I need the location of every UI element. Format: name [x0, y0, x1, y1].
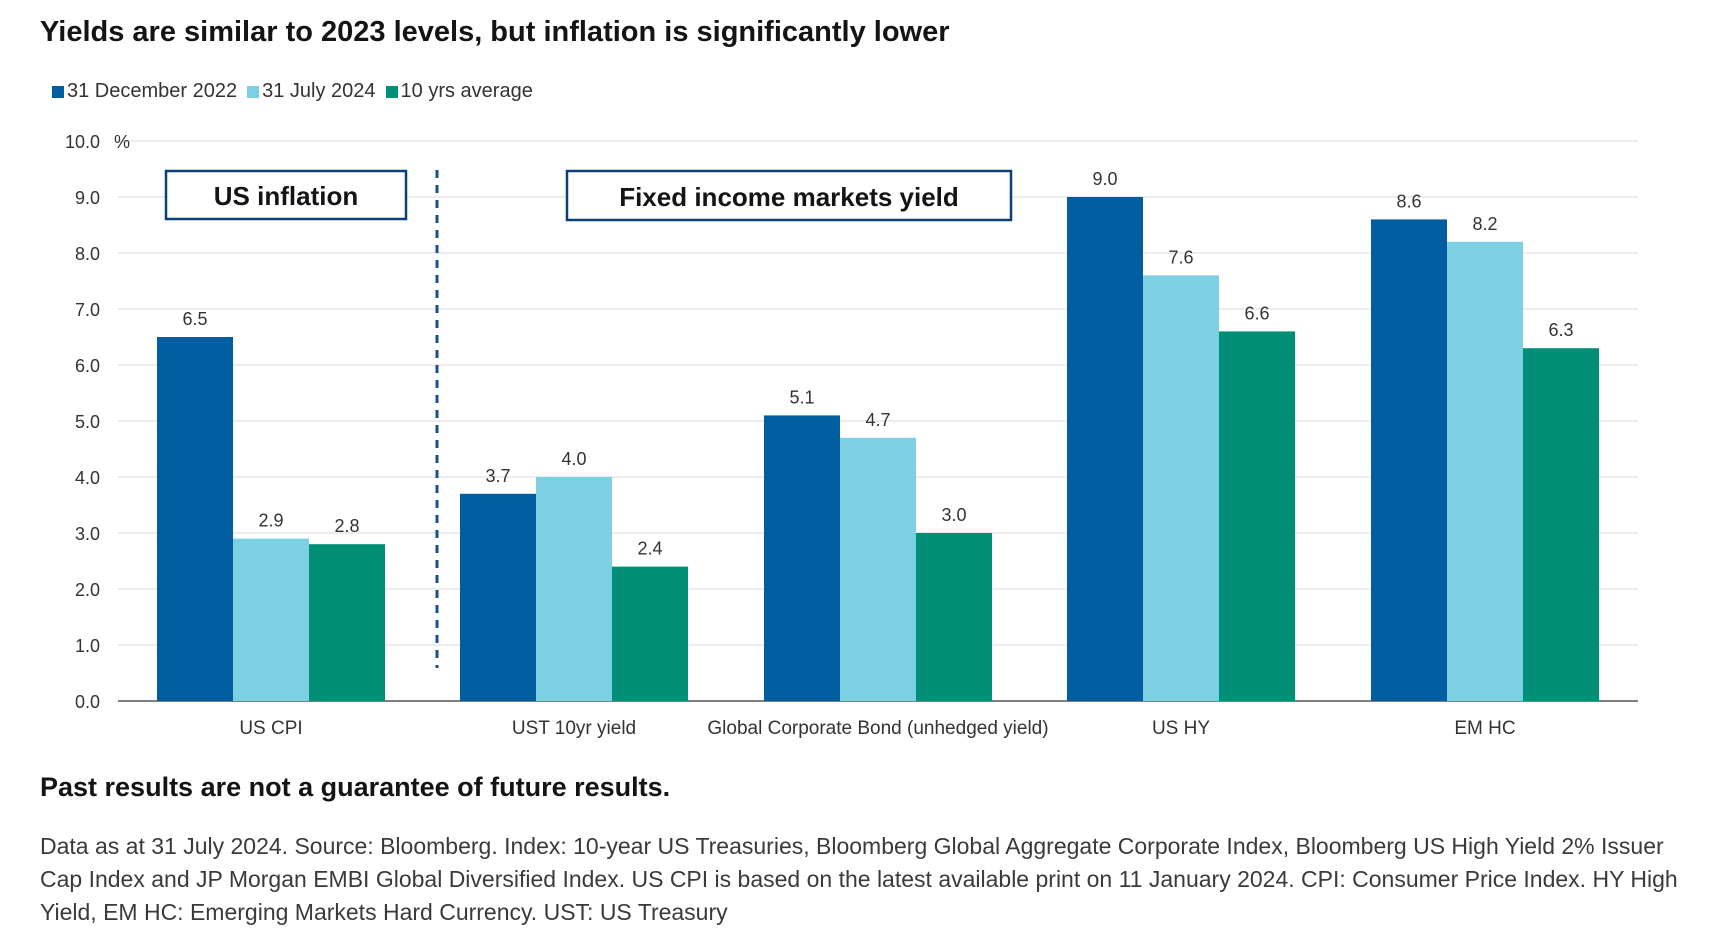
- y-tick-label: 4.0: [75, 468, 100, 488]
- annotation-us-inflation-label: US inflation: [214, 181, 358, 211]
- data-label: 3.0: [941, 505, 966, 525]
- legend-swatch-jul-2024: [247, 85, 260, 98]
- bar-series1-cat1: [536, 477, 612, 701]
- bar-series0-cat0: [157, 337, 233, 701]
- bar-series1-cat4: [1447, 241, 1523, 702]
- y-tick-label: 1.0: [75, 636, 100, 656]
- y-tick-label: 5.0: [75, 412, 100, 432]
- data-label: 3.7: [485, 466, 510, 486]
- y-tick-label: 7.0: [75, 300, 100, 320]
- bar-series1-cat0: [233, 538, 309, 701]
- y-tick-label: 10.0: [65, 132, 100, 152]
- y-tick-label: 8.0: [75, 244, 100, 264]
- y-tick-label: 0.0: [75, 692, 100, 712]
- annotation-fixed-income-label: Fixed income markets yield: [619, 182, 959, 212]
- y-tick-label: 2.0: [75, 580, 100, 600]
- legend-label-dec-2022: 31 December 2022: [67, 80, 238, 102]
- data-label: 6.5: [182, 309, 207, 329]
- legend-item-jul-2024: 31 July 2024: [247, 80, 376, 103]
- data-label: 9.0: [1092, 169, 1117, 189]
- footnote: Data as at 31 July 2024. Source: Bloombe…: [40, 833, 1678, 925]
- y-tick-label: 6.0: [75, 356, 100, 376]
- data-label: 4.7: [865, 410, 890, 430]
- y-tick-label: 3.0: [75, 524, 100, 544]
- annotation-fixed-income-box: [565, 169, 1013, 222]
- bar-series1-cat2: [840, 437, 916, 701]
- bar-series0-cat2: [764, 415, 840, 701]
- data-label: 7.6: [1168, 247, 1193, 267]
- bar-series0-cat4: [1371, 219, 1447, 701]
- bar-series0-cat3: [1067, 197, 1143, 701]
- y-tick-label: 9.0: [75, 188, 100, 208]
- bar-series2-cat4: [1523, 348, 1599, 701]
- x-axis-ticks: US CPI UST 10yr yield Global Corporate Bon…: [239, 718, 1515, 739]
- annotation-us-inflation: US inflation: [164, 169, 408, 221]
- bar-series1-cat3: [1143, 275, 1219, 701]
- legend-label-10yr-avg: 10 yrs average: [400, 80, 533, 102]
- legend-swatch-10yr-avg: [385, 85, 398, 98]
- annotation-us-inflation-box: [164, 169, 408, 221]
- x-tick-label: UST 10yr yield: [512, 718, 636, 739]
- bar-chart: 0.0 1.0 2.0 3.0 4.0 5.0 6.0 7.0 8.0 9.0 10.0 % 6.5…: [65, 132, 1638, 739]
- y-axis-unit: %: [114, 132, 130, 152]
- x-tick-label: Global Corporate Bond (unhedged yield): [707, 718, 1048, 739]
- y-axis-ticks: 0.0 1.0 2.0 3.0 4.0 5.0 6.0 7.0 8.0 9.0 10.0: [65, 132, 100, 712]
- data-label: 8.2: [1472, 214, 1497, 234]
- x-tick-label: EM HC: [1454, 718, 1515, 739]
- data-label: 6.3: [1548, 320, 1573, 340]
- legend-label-jul-2024: 31 July 2024: [262, 80, 376, 102]
- chart-title: Yields are similar to 2023 levels, but i…: [40, 16, 950, 48]
- data-labels: 6.5 3.7 5.1 9.0 8.6 2.9 4.0 4.7 7.6 8.2 2.8 2.4 3.0 6…: [182, 169, 1573, 559]
- bar-series2-cat2: [916, 533, 992, 701]
- data-label: 2.4: [637, 539, 662, 559]
- data-label: 6.6: [1244, 303, 1269, 323]
- bars: [157, 197, 1599, 702]
- bar-series2-cat3: [1219, 331, 1295, 701]
- x-tick-label: US HY: [1152, 718, 1210, 739]
- x-tick-label: US CPI: [239, 718, 302, 739]
- legend: 31 December 2022 31 July 2024 10 yrs ave…: [52, 80, 543, 103]
- data-label: 8.6: [1396, 191, 1421, 211]
- bar-series2-cat0: [309, 544, 385, 701]
- data-label: 2.8: [334, 516, 359, 536]
- disclaimer: Past results are not a guarantee of futu…: [40, 772, 671, 802]
- data-label: 2.9: [258, 511, 283, 531]
- legend-swatch-dec-2022: [52, 85, 64, 98]
- bar-series0-cat1: [460, 493, 536, 701]
- legend-item-10yr-avg: 10 yrs average: [385, 80, 533, 103]
- annotation-fixed-income: Fixed income markets yield: [565, 169, 1013, 222]
- data-label: 5.1: [789, 387, 814, 407]
- legend-item-dec-2022: 31 December 2022: [52, 80, 237, 103]
- bar-series2-cat1: [612, 566, 688, 701]
- data-label: 4.0: [561, 449, 586, 469]
